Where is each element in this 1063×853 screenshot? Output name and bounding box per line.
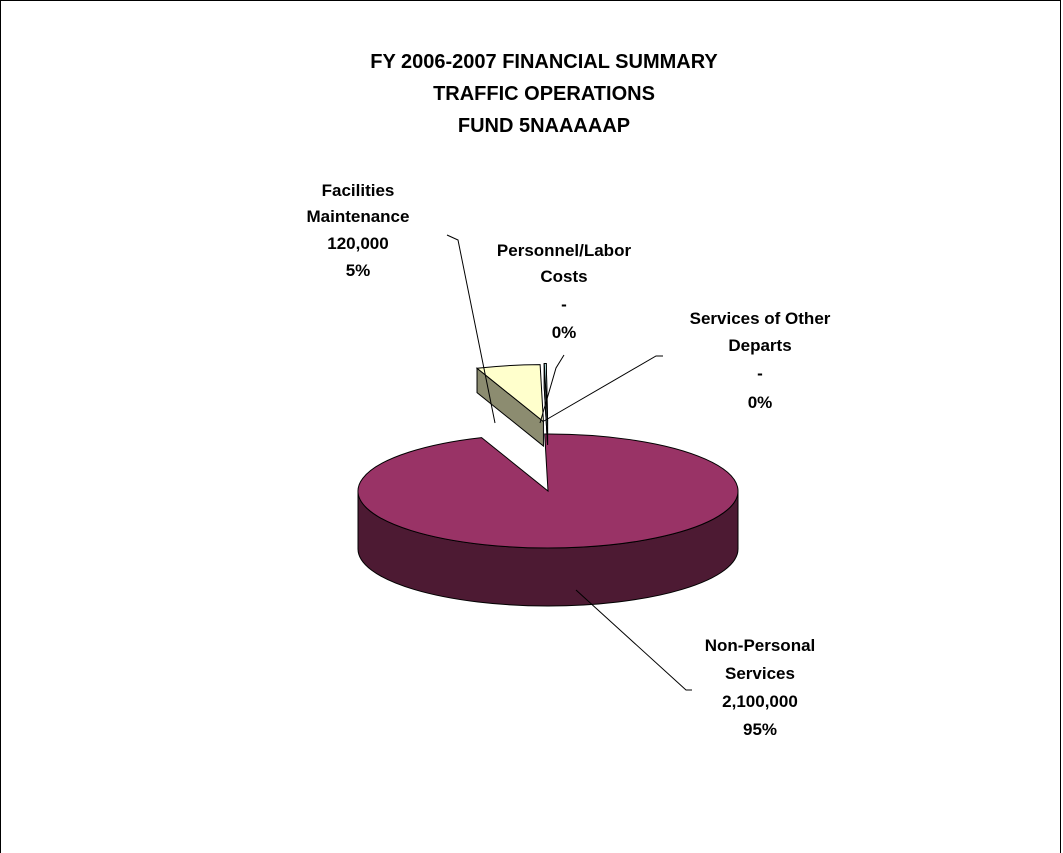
label-services-other-name-2: Departs	[728, 336, 791, 355]
chart-title-line-2: TRAFFIC OPERATIONS	[433, 83, 655, 105]
slice-facilities-top	[475, 364, 545, 423]
leader-line-facilities	[446, 234, 496, 424]
label-facilities-value: 120,000	[327, 234, 388, 253]
slice-services-other-top	[543, 363, 549, 421]
chart-title-line-1: FY 2006-2007 FINANCIAL SUMMARY	[370, 51, 718, 73]
label-services-other-percent: 0%	[748, 393, 773, 412]
chart-title-line-3: FUND 5NAAAAAP	[458, 115, 630, 137]
label-personnel-value: -	[561, 295, 567, 314]
label-personnel-name-2: Costs	[540, 267, 587, 286]
leader-line-services-other	[543, 355, 663, 422]
slice-non-personal-top	[357, 433, 739, 549]
pie-body	[357, 363, 739, 607]
label-facilities-name-1: Facilities	[322, 181, 395, 200]
label-facilities-name-2: Maintenance	[307, 207, 410, 226]
label-non-personal-value: 2,100,000	[722, 692, 798, 711]
label-non-personal-name-1: Non-Personal	[705, 636, 816, 655]
label-non-personal-name-2: Services	[725, 664, 795, 683]
leader-line-personnel	[539, 354, 565, 424]
label-personnel-name-1: Personnel/Labor	[497, 241, 632, 260]
label-services-other-name-1: Services of Other	[690, 309, 831, 328]
label-personnel-percent: 0%	[552, 323, 577, 342]
label-non-personal-percent: 95%	[743, 720, 777, 739]
label-services-other-value: -	[757, 364, 763, 383]
leader-line-non-personal	[575, 589, 692, 691]
label-facilities-percent: 5%	[346, 261, 371, 280]
